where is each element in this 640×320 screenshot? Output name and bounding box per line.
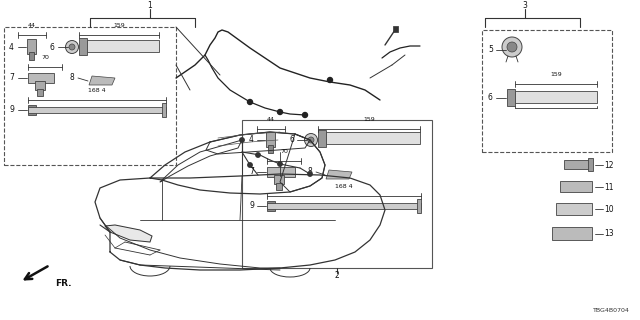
Bar — [564, 160, 591, 169]
Bar — [482, 30, 612, 152]
Bar — [266, 132, 275, 147]
Circle shape — [278, 109, 282, 115]
Circle shape — [248, 163, 252, 167]
Bar — [28, 105, 36, 115]
Circle shape — [308, 137, 314, 143]
Text: 13: 13 — [604, 229, 614, 238]
Polygon shape — [105, 225, 152, 242]
Text: 10: 10 — [604, 204, 614, 213]
Text: 44: 44 — [267, 117, 275, 122]
Bar — [87, 40, 159, 52]
Circle shape — [507, 42, 517, 52]
Bar — [515, 91, 597, 103]
Text: 6: 6 — [50, 43, 55, 52]
Bar — [162, 103, 166, 117]
Bar — [588, 158, 593, 171]
Text: 168 4: 168 4 — [335, 184, 353, 189]
Text: 12: 12 — [604, 161, 614, 170]
Text: 159: 159 — [363, 117, 375, 122]
Text: TBG4B0704: TBG4B0704 — [593, 308, 630, 313]
Bar — [507, 89, 515, 106]
Text: FR.: FR. — [55, 279, 72, 289]
Circle shape — [65, 41, 79, 53]
Text: 8: 8 — [308, 167, 313, 177]
Bar — [35, 81, 45, 90]
Text: 70: 70 — [41, 55, 49, 60]
Polygon shape — [89, 76, 115, 85]
Circle shape — [256, 153, 260, 157]
Text: 1: 1 — [148, 2, 152, 11]
Bar — [79, 38, 87, 55]
Text: 3: 3 — [523, 2, 527, 11]
Bar — [267, 167, 295, 177]
Bar — [29, 52, 34, 60]
Text: 9: 9 — [249, 202, 254, 211]
Bar — [267, 203, 421, 209]
Text: 168 4: 168 4 — [88, 88, 106, 93]
Bar — [27, 39, 36, 54]
Bar — [552, 227, 592, 240]
Bar — [326, 132, 420, 144]
Bar — [393, 26, 398, 32]
Circle shape — [303, 113, 307, 117]
Text: 11: 11 — [604, 182, 614, 191]
Bar — [4, 27, 176, 165]
Text: 4: 4 — [9, 43, 14, 52]
Circle shape — [248, 100, 253, 105]
Text: 5: 5 — [488, 45, 493, 54]
Text: 7: 7 — [9, 74, 14, 83]
Text: 159: 159 — [550, 72, 562, 77]
Bar — [560, 181, 592, 192]
Bar — [556, 203, 592, 215]
Bar — [242, 120, 432, 268]
Bar — [274, 175, 284, 184]
Polygon shape — [326, 170, 352, 179]
Circle shape — [308, 172, 312, 176]
Circle shape — [305, 133, 317, 147]
Circle shape — [240, 138, 244, 142]
Bar — [37, 89, 43, 96]
Bar — [318, 130, 326, 147]
Bar — [417, 199, 421, 213]
Text: 4: 4 — [249, 135, 254, 145]
Text: 6: 6 — [289, 135, 294, 145]
Text: 7: 7 — [249, 167, 254, 177]
Bar — [267, 201, 275, 211]
Bar — [28, 73, 54, 83]
Circle shape — [69, 44, 75, 50]
Bar — [28, 107, 166, 113]
Bar — [276, 183, 282, 190]
Text: 8: 8 — [70, 74, 75, 83]
Text: 44: 44 — [28, 23, 36, 28]
Text: 70: 70 — [280, 149, 288, 154]
Circle shape — [502, 37, 522, 57]
Text: 6: 6 — [488, 93, 493, 102]
Bar — [268, 145, 273, 153]
Text: 2: 2 — [335, 271, 339, 281]
Circle shape — [278, 162, 282, 166]
Text: 159: 159 — [113, 23, 125, 28]
Circle shape — [328, 77, 333, 83]
Text: 9: 9 — [9, 106, 14, 115]
